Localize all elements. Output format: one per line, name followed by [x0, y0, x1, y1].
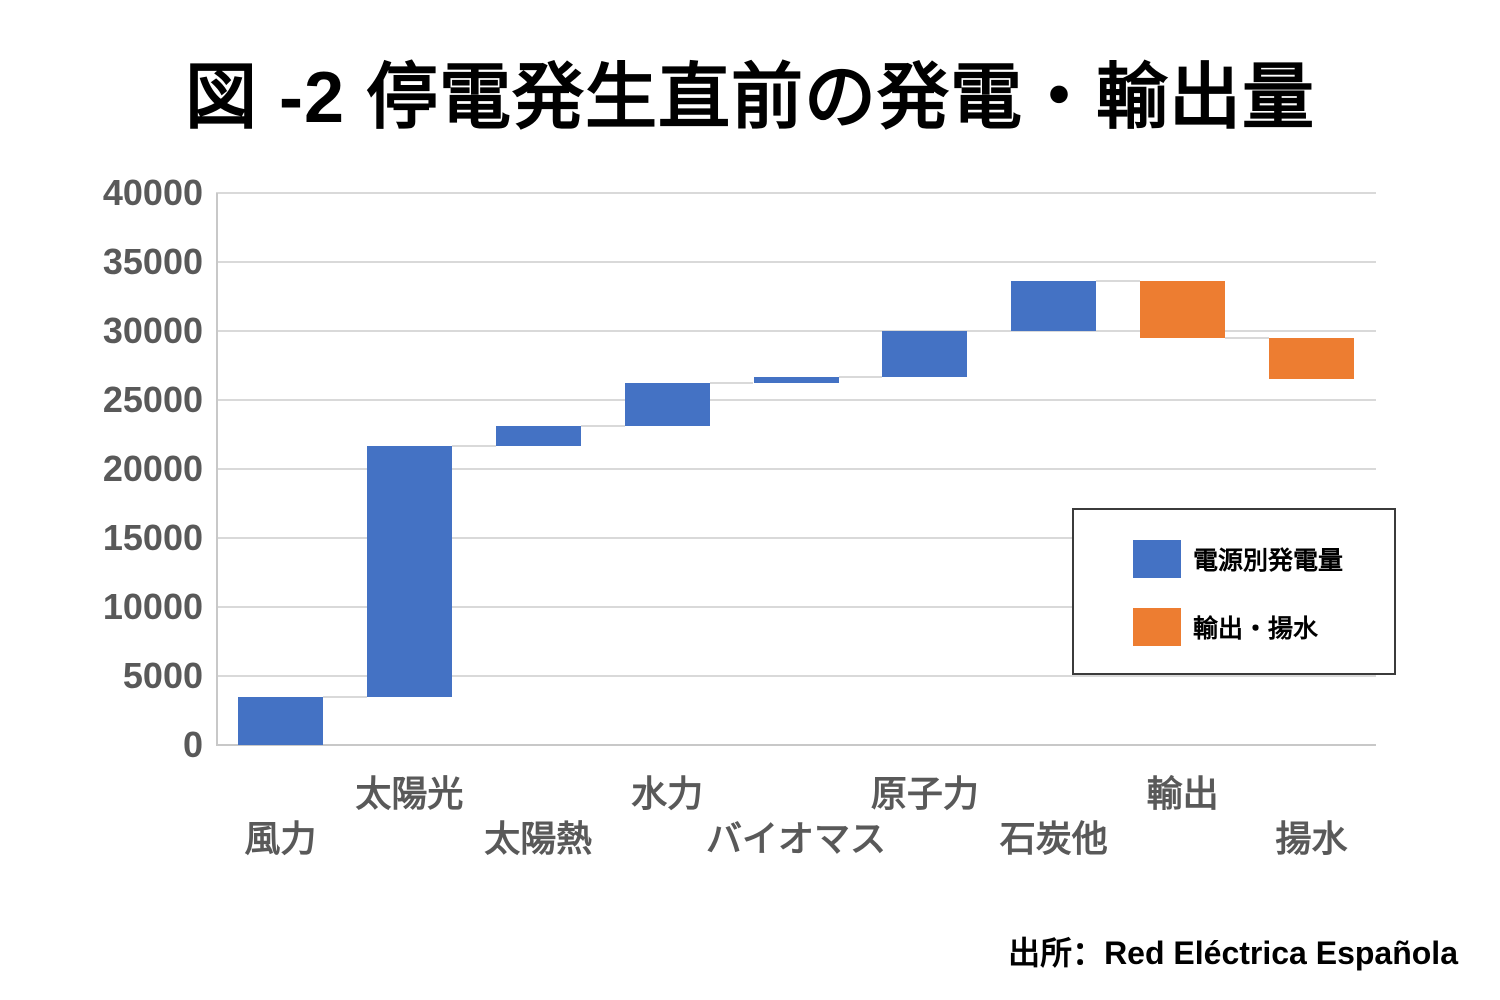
gridline — [216, 330, 1376, 332]
gridline — [216, 192, 1376, 194]
bar-揚水 — [1269, 337, 1355, 380]
x-axis-label-バイオマス: バイオマス — [705, 818, 886, 859]
waterfall-connector — [451, 444, 496, 447]
x-axis-label-石炭他: 石炭他 — [999, 818, 1108, 859]
y-axis-tick-label: 15000 — [102, 517, 203, 558]
bar-原子力 — [882, 331, 968, 377]
y-axis-line — [216, 193, 218, 745]
bar-太陽熱 — [495, 426, 581, 446]
bar-太陽光 — [366, 445, 452, 697]
y-axis-tick-label: 35000 — [102, 241, 203, 282]
waterfall-connector — [322, 695, 367, 698]
gridline — [216, 468, 1376, 470]
gridline — [216, 606, 1376, 608]
y-axis-tick-label: 30000 — [102, 310, 203, 351]
gridline — [216, 399, 1376, 401]
y-axis-tick-label: 20000 — [102, 448, 203, 489]
waterfall-connector — [709, 382, 754, 385]
y-axis-tick-label: 10000 — [102, 586, 203, 627]
bar-水力 — [624, 383, 710, 427]
y-axis-tick-label: 40000 — [102, 172, 203, 213]
waterfall-connector — [967, 330, 1012, 332]
gridline — [216, 261, 1376, 263]
gridline — [216, 675, 1376, 677]
legend-label-generation: 電源別発電量 — [1193, 547, 1344, 575]
chart-title: 図 -2 停電発生直前の発電・輸出量 — [184, 58, 1316, 138]
legend-label-export: 輸出・揚水 — [1193, 615, 1319, 643]
bar-輸出 — [1140, 281, 1226, 338]
y-axis-tick-label: 25000 — [102, 379, 203, 420]
legend: 電源別発電量 輸出・揚水 — [1072, 508, 1396, 675]
y-axis-tick-label: 0 — [182, 724, 203, 765]
bar-風力 — [237, 696, 323, 745]
x-axis-label-太陽熱: 太陽熱 — [484, 818, 593, 859]
legend-item-generation: 電源別発電量 — [1133, 540, 1343, 578]
waterfall-connector — [1225, 336, 1270, 339]
x-axis-label-太陽光: 太陽光 — [355, 773, 464, 814]
waterfall-connector — [580, 425, 625, 428]
generation-color-swatch — [1133, 540, 1181, 578]
x-axis-label-水力: 水力 — [631, 773, 704, 814]
waterfall-connector — [1096, 280, 1141, 283]
bar-石炭他 — [1011, 281, 1097, 331]
gridline — [216, 537, 1376, 539]
bar-バイオマス — [753, 376, 839, 384]
export-color-swatch — [1133, 608, 1181, 646]
legend-item-export: 輸出・揚水 — [1133, 608, 1318, 646]
x-axis-line — [216, 744, 1376, 746]
x-axis-label-輸出: 輸出 — [1146, 773, 1219, 814]
x-axis-label-揚水: 揚水 — [1275, 818, 1348, 859]
source-text: 出所：Red Eléctrica Española — [1008, 935, 1458, 971]
x-axis-label-原子力: 原子力 — [870, 773, 979, 814]
y-axis-tick-label: 5000 — [122, 655, 203, 696]
x-axis-label-風力: 風力 — [244, 818, 317, 859]
waterfall-connector — [838, 375, 883, 378]
